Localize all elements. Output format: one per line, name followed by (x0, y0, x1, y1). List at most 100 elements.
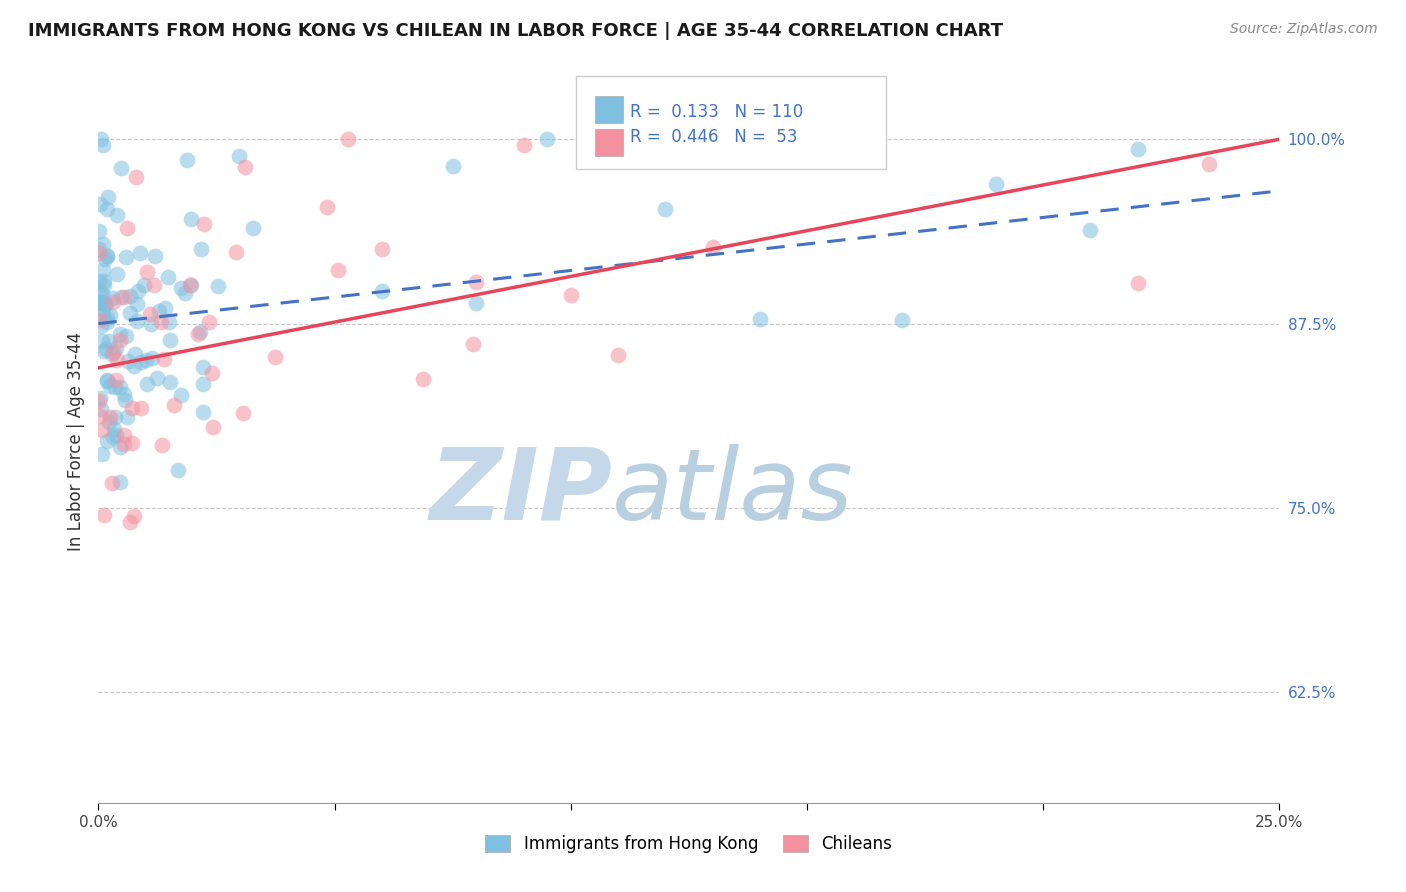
Point (127, 285, 149, 299)
Point (198, 315, 221, 329)
Point (90, 319, 112, 334)
Point (89, 295, 111, 310)
Point (89, 312, 111, 326)
Point (97, 190, 120, 204)
Point (96, 373, 118, 387)
Point (465, 295, 488, 310)
Point (560, 288, 582, 302)
Point (139, 307, 162, 321)
Point (135, 353, 157, 368)
Point (170, 387, 193, 401)
Point (91, 301, 114, 316)
Point (108, 440, 131, 454)
Point (188, 325, 211, 339)
Point (89, 393, 111, 408)
Point (141, 351, 163, 366)
Point (232, 406, 254, 420)
Point (125, 297, 148, 311)
Point (91, 334, 114, 348)
Point (97, 415, 120, 429)
Point (132, 278, 155, 293)
Point (96, 297, 118, 311)
Point (118, 305, 141, 319)
Point (98, 379, 121, 393)
Point (89, 284, 111, 298)
Point (91, 262, 114, 277)
Point (108, 475, 131, 490)
Point (93, 277, 115, 292)
Point (461, 336, 484, 351)
Point (98, 308, 121, 322)
Text: Source: ZipAtlas.com: Source: ZipAtlas.com (1230, 22, 1378, 37)
Point (108, 380, 131, 394)
Point (748, 311, 770, 326)
Point (91, 237, 114, 252)
Point (328, 263, 350, 277)
Point (157, 315, 180, 329)
Point (91, 446, 114, 460)
Point (115, 250, 138, 264)
Point (110, 290, 132, 304)
Point (87, 245, 110, 260)
Point (233, 160, 256, 174)
Point (96, 315, 118, 329)
Point (201, 366, 224, 380)
Point (87, 274, 110, 288)
Point (115, 221, 138, 235)
Point (89, 391, 111, 405)
Legend: Immigrants from Hong Kong, Chileans: Immigrants from Hong Kong, Chileans (479, 828, 898, 860)
Y-axis label: In Labor Force | Age 35-44: In Labor Force | Age 35-44 (66, 332, 84, 551)
Point (104, 341, 127, 355)
Point (167, 463, 190, 477)
Point (1080, 223, 1102, 237)
Point (104, 428, 127, 442)
Text: R =  0.133   N = 110: R = 0.133 N = 110 (630, 103, 803, 120)
Point (127, 314, 149, 328)
Point (242, 221, 264, 235)
Point (156, 270, 179, 285)
Point (89, 293, 111, 308)
Point (176, 153, 198, 167)
Point (150, 438, 173, 452)
Point (536, 132, 558, 146)
Point (607, 347, 630, 361)
Point (190, 242, 212, 256)
Point (107, 353, 129, 368)
Point (412, 372, 434, 386)
Point (465, 275, 488, 289)
Point (118, 289, 141, 303)
Point (98, 409, 121, 424)
Point (90, 402, 112, 417)
Point (112, 428, 135, 442)
Point (91, 308, 114, 322)
Point (89, 295, 111, 310)
Point (100, 476, 122, 491)
Point (984, 177, 1007, 191)
Point (191, 376, 214, 391)
Point (96, 310, 118, 325)
Point (114, 329, 136, 343)
Text: ZIP: ZIP (429, 443, 612, 541)
Point (101, 295, 124, 310)
Text: IMMIGRANTS FROM HONG KONG VS CHILEAN IN LABOR FORCE | AGE 35-44 CORRELATION CHAR: IMMIGRANTS FROM HONG KONG VS CHILEAN IN … (28, 22, 1002, 40)
Point (98, 334, 121, 349)
Point (225, 244, 247, 259)
Point (94, 252, 117, 266)
Point (153, 351, 176, 366)
Point (136, 265, 159, 279)
Point (201, 420, 224, 434)
Point (135, 377, 157, 392)
Point (1126, 277, 1149, 291)
Point (371, 242, 394, 256)
Point (129, 246, 152, 260)
Point (114, 392, 136, 407)
Point (129, 355, 152, 369)
Point (101, 347, 124, 361)
Point (90, 132, 112, 146)
Point (264, 350, 287, 364)
Point (159, 333, 181, 347)
Point (103, 409, 125, 424)
Point (124, 346, 146, 360)
Point (91, 295, 114, 310)
Point (101, 345, 124, 359)
